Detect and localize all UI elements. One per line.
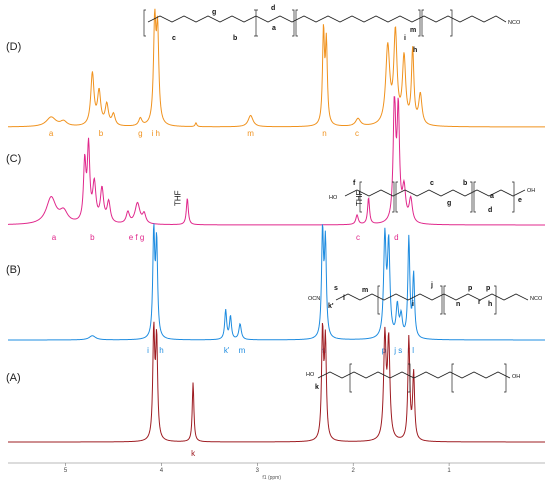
- panel-label: (B): [6, 264, 21, 276]
- struct-b-label: i: [412, 301, 414, 308]
- structure-a: HO k OH: [306, 363, 520, 393]
- struct-b-label: k': [328, 303, 334, 310]
- struct-b-label: p: [468, 285, 472, 292]
- struct-b-label: NCO: [530, 296, 543, 302]
- spectrum-panel: (B) i h k' m n p j s r l: [6, 223, 545, 355]
- struct-c-label: e: [518, 197, 522, 204]
- x-axis: 5 4 3 2 1 f1 (ppm): [8, 462, 545, 481]
- peak-label: a: [49, 129, 54, 138]
- struct-b-label: m: [362, 287, 368, 294]
- panel-label: (A): [6, 372, 21, 384]
- struct-b-label: h: [488, 301, 492, 308]
- peak-label: i h: [151, 129, 159, 138]
- thf-label: THF: [355, 190, 364, 206]
- x-tick-label: 3: [256, 468, 260, 474]
- struct-c-label: g: [447, 200, 451, 207]
- x-axis-title: f1 (ppm): [262, 475, 281, 481]
- x-tick-label: 5: [64, 468, 68, 474]
- struct-b-label: OCN: [308, 296, 320, 302]
- peak-label: i: [147, 346, 149, 355]
- struct-c-label: f: [353, 180, 356, 187]
- peak-label: k': [224, 346, 230, 355]
- structure-d: c g b a d i h m NCO: [143, 5, 521, 54]
- struct-c-label: b: [463, 180, 467, 187]
- struct-d-label: i: [404, 35, 406, 42]
- struct-b-label: r: [478, 299, 481, 306]
- peak-label: b: [99, 129, 104, 138]
- peak-label: a: [52, 233, 57, 242]
- struct-b-label: p: [486, 285, 490, 292]
- peak-label: r l: [407, 346, 414, 355]
- peak-label: c: [355, 129, 359, 138]
- struct-d-label: h: [413, 47, 417, 54]
- struct-d-label: d: [271, 5, 275, 12]
- peak-label: g: [138, 129, 142, 138]
- spectrum-line: [7, 8, 545, 128]
- peak-label: m: [247, 129, 254, 138]
- struct-a-label: OH: [512, 374, 520, 380]
- struct-d-label: g: [212, 9, 216, 16]
- peak-label: d: [394, 233, 398, 242]
- spectrum-line: [8, 223, 545, 341]
- spectrum-panel: (D) a b g i h m n c: [6, 8, 545, 138]
- struct-b-label: s: [334, 285, 338, 292]
- peak-label: e f g: [129, 233, 145, 242]
- struct-d-label: c: [172, 35, 176, 42]
- spectrum-line: [7, 96, 545, 226]
- struct-a-label: k: [315, 384, 319, 391]
- peak-label: j s: [393, 346, 402, 355]
- struct-b-label: j: [430, 282, 433, 289]
- struct-d-label: NCO: [508, 20, 521, 26]
- structure-b: OCN s l m k' i j n p r p h NCO: [308, 282, 543, 315]
- peak-label: c: [356, 233, 360, 242]
- struct-b-label: n: [456, 301, 460, 308]
- x-tick-label: 4: [160, 468, 164, 474]
- structure-c: HO f b a c g d e OH: [329, 180, 535, 214]
- struct-a-label: HO: [306, 372, 315, 378]
- panel-label: (C): [6, 153, 21, 165]
- x-tick-label: 2: [352, 468, 356, 474]
- struct-d-label: a: [272, 25, 276, 32]
- peak-label: k: [191, 449, 196, 458]
- panel-label: (D): [6, 41, 21, 53]
- spectrum-panel: (A) k: [6, 321, 545, 458]
- peak-label: m: [239, 346, 246, 355]
- struct-d-label: b: [233, 35, 237, 42]
- struct-c-label: OH: [527, 188, 535, 194]
- peak-label: b: [90, 233, 95, 242]
- peak-label: h: [159, 346, 163, 355]
- x-tick-label: 1: [447, 468, 451, 474]
- spectrum-panel: (C) a b e f g c d THF THF: [6, 96, 545, 242]
- struct-c-label: a: [490, 193, 494, 200]
- struct-b-label: l: [343, 295, 345, 302]
- struct-c-label: c: [430, 180, 434, 187]
- struct-c-label: HO: [329, 195, 338, 201]
- peak-label: n: [322, 129, 326, 138]
- struct-d-label: m: [410, 27, 416, 34]
- thf-label: THF: [174, 190, 183, 206]
- spectrum-line: [8, 321, 545, 443]
- chemical-structures: c g b a d i h m NCO HO f b a c g d e OH: [143, 5, 543, 393]
- struct-c-label: d: [488, 207, 492, 214]
